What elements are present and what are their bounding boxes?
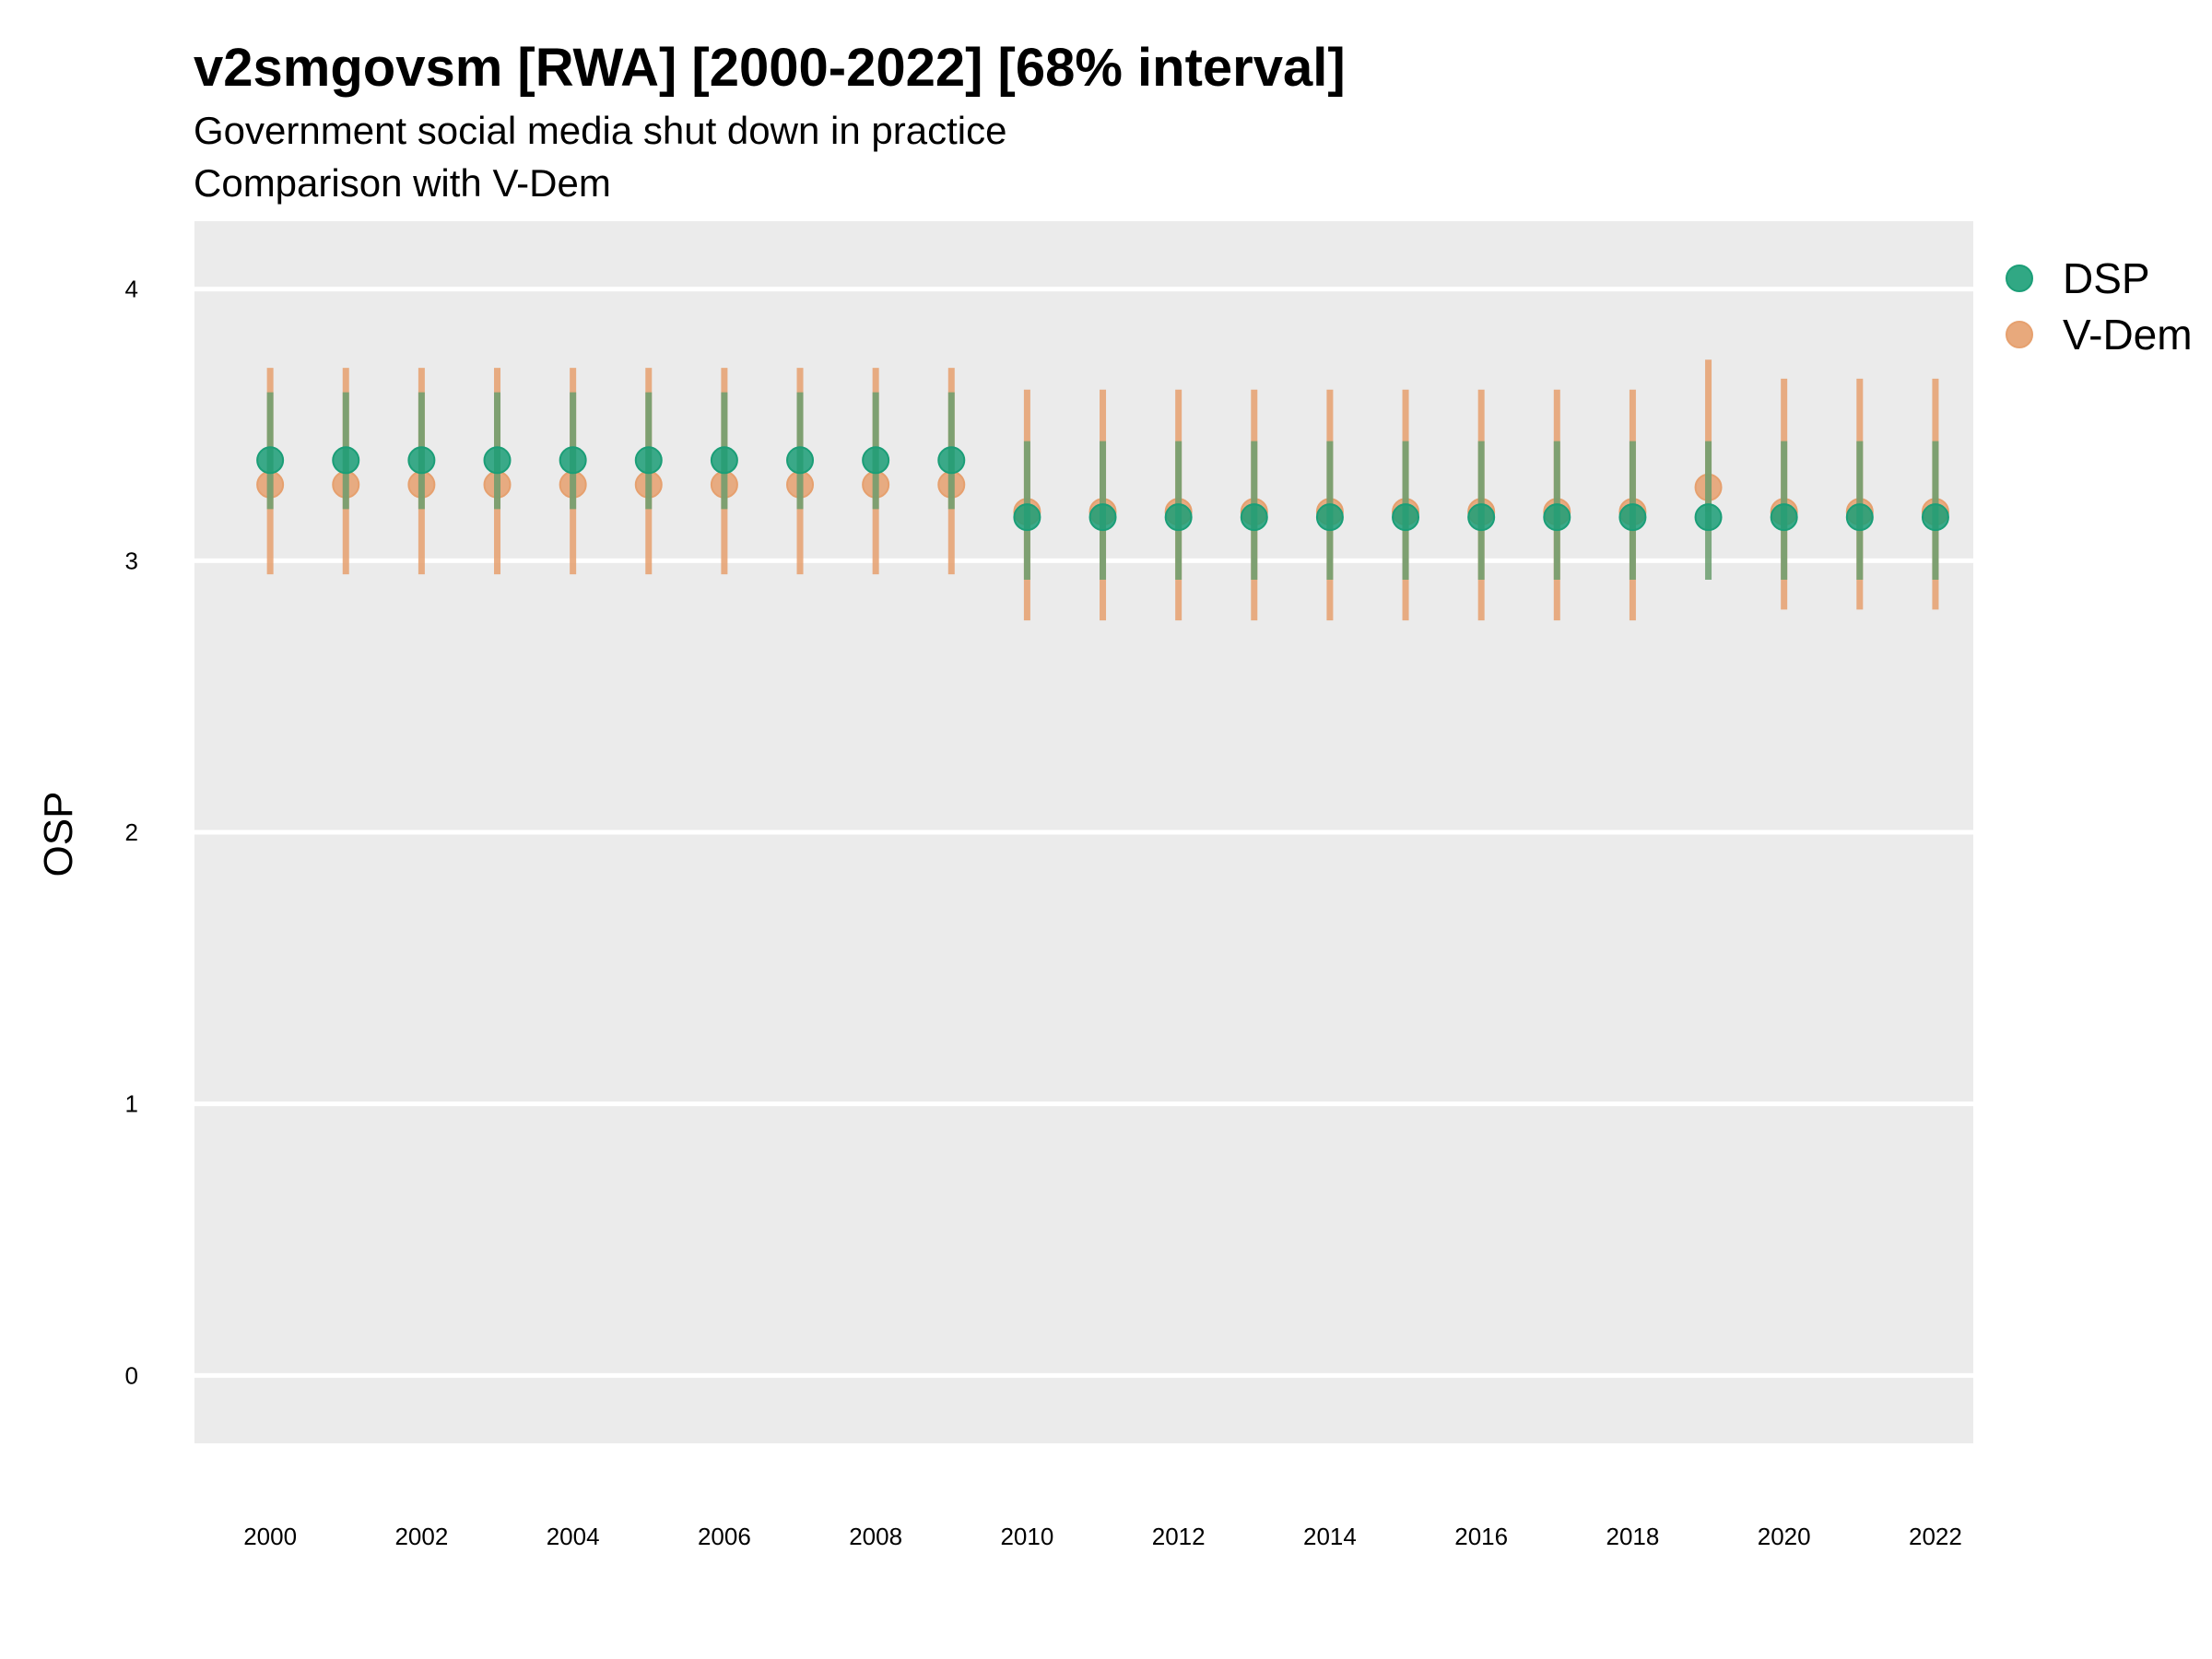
series-layer (256, 359, 1949, 621)
x-tick-label: 2012 (1152, 1523, 1206, 1550)
data-point (937, 446, 966, 475)
x-tick-label: 2000 (243, 1523, 297, 1550)
legend-key (2006, 321, 2033, 348)
chart-subtitle: Government social media shut down in pra… (194, 109, 1006, 152)
data-point (1088, 503, 1117, 532)
data-point (407, 446, 436, 475)
x-tick-label: 2004 (547, 1523, 600, 1550)
legend: DSP V-Dem (2006, 254, 2193, 359)
legend-label: DSP (2063, 254, 2150, 302)
data-point (1921, 503, 1949, 532)
data-point (1164, 503, 1193, 532)
y-tick-label: 0 (125, 1361, 138, 1389)
y-tick-label: 1 (125, 1090, 138, 1118)
data-point (786, 446, 815, 475)
data-point (1392, 503, 1420, 532)
data-point (1618, 503, 1647, 532)
series-dsp (256, 392, 1949, 580)
legend-key (2006, 265, 2033, 292)
y-tick-label: 3 (125, 547, 138, 574)
data-point (862, 446, 890, 475)
x-tick-label: 2014 (1303, 1523, 1357, 1550)
chart-caption: Comparison with V-Dem (194, 161, 611, 205)
y-tick-label: 4 (125, 276, 138, 303)
y-axis-label: OSP (36, 792, 81, 877)
x-tick-label: 2006 (698, 1523, 751, 1550)
x-tick-label: 2010 (1000, 1523, 1053, 1550)
data-point (710, 446, 738, 475)
data-point (1770, 503, 1798, 532)
data-point (634, 446, 663, 475)
x-tick-label: 2022 (1909, 1523, 1962, 1550)
legend-label: V-Dem (2063, 311, 2193, 359)
data-point (1013, 503, 1041, 532)
data-point (483, 446, 512, 475)
x-tick-label: 2020 (1758, 1523, 1811, 1550)
chart-title: v2smgovsm [RWA] [2000-2022] [68% interva… (194, 38, 1346, 98)
x-axis-ticks: 2000 2002 2004 2006 2008 2010 2012 2014 2016 2018… (243, 1523, 1962, 1550)
data-point (332, 446, 360, 475)
x-tick-label: 2016 (1454, 1523, 1508, 1550)
data-point (1315, 503, 1344, 532)
y-tick-label: 2 (125, 818, 138, 846)
data-point (256, 446, 285, 475)
data-point (1240, 503, 1268, 532)
y-axis-ticks: 0 1 2 3 4 (125, 276, 138, 1390)
data-point (1543, 503, 1571, 532)
x-tick-label: 2002 (394, 1523, 448, 1550)
x-tick-label: 2008 (849, 1523, 902, 1550)
data-point (559, 446, 587, 475)
x-tick-label: 2018 (1606, 1523, 1660, 1550)
data-point (1467, 503, 1496, 532)
data-point (1845, 503, 1874, 532)
data-point (1694, 503, 1723, 532)
grid-lines (194, 287, 1973, 1378)
